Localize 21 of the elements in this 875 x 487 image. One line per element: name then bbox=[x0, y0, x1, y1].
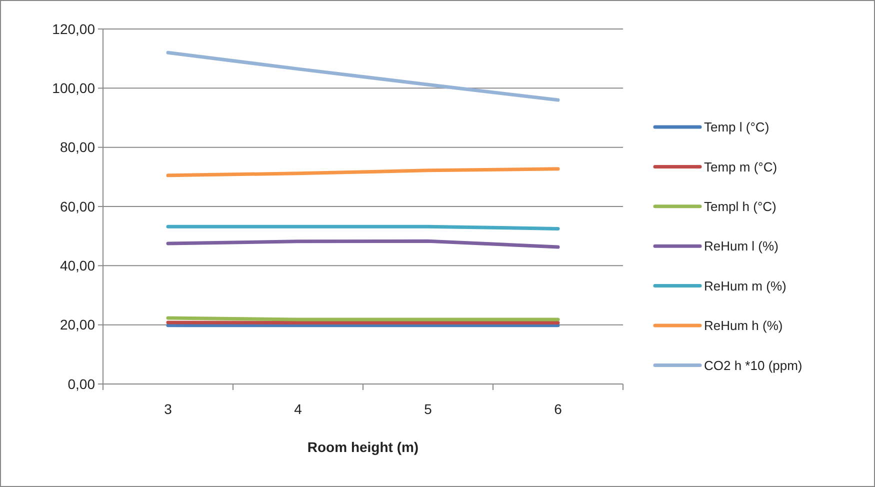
y-tick-label: 40,00 bbox=[60, 258, 96, 274]
x-tick-label: 3 bbox=[164, 401, 172, 417]
y-tick-label: 20,00 bbox=[60, 316, 96, 333]
x-tick-label: 5 bbox=[424, 401, 432, 417]
legend-label: Temp m (°C) bbox=[704, 159, 778, 174]
legend-label: Templ h (°C) bbox=[704, 198, 776, 214]
legend-label: ReHum m (%) bbox=[704, 278, 786, 294]
y-tick-label: 0,00 bbox=[68, 376, 96, 392]
x-tick-label: 6 bbox=[554, 401, 562, 417]
line-series bbox=[166, 50, 560, 102]
y-tick-label: 80,00 bbox=[60, 139, 96, 156]
legend-label: CO2 h *10 (ppm) bbox=[704, 358, 802, 373]
line-series bbox=[166, 167, 560, 178]
legend-label: Temp l (°C) bbox=[704, 120, 770, 135]
y-tick-label: 60,00 bbox=[60, 198, 96, 214]
y-tick-label: 100,00 bbox=[52, 80, 96, 96]
legend-label: ReHum h (%) bbox=[704, 318, 783, 334]
y-tick-label: 120,00 bbox=[52, 20, 96, 37]
x-axis-title: Room height (m) bbox=[307, 439, 419, 455]
x-tick-label: 4 bbox=[294, 401, 302, 417]
legend-label: ReHum l (%) bbox=[704, 238, 778, 254]
